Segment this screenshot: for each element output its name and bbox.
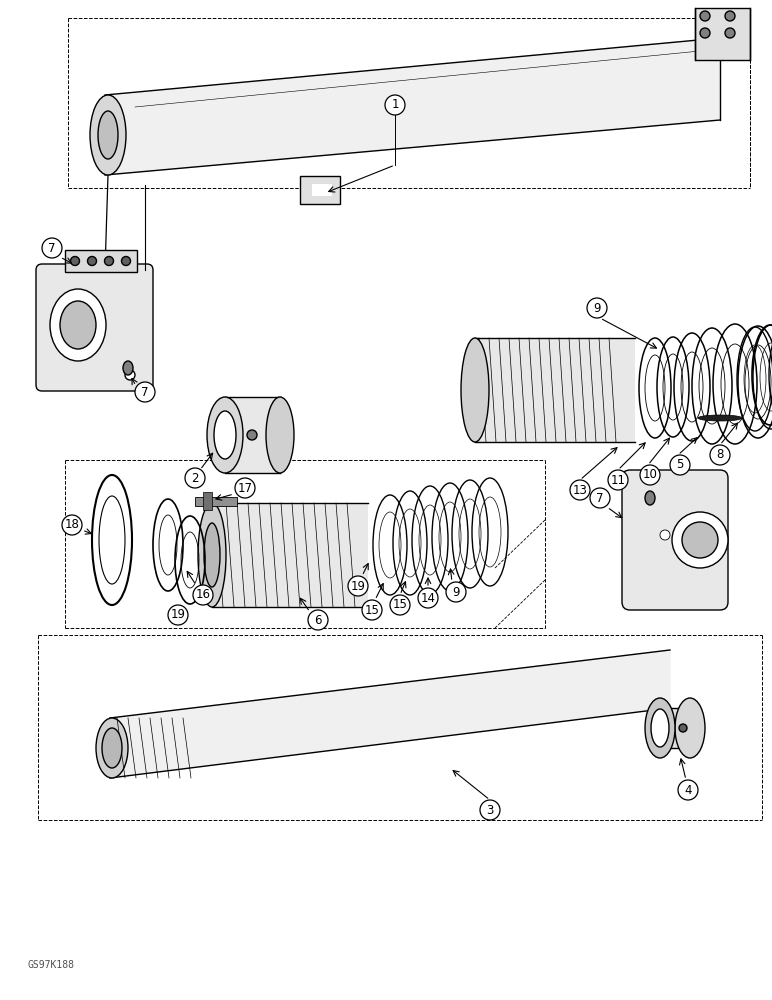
Text: GS97K188: GS97K188	[28, 960, 75, 970]
Ellipse shape	[87, 256, 96, 265]
Circle shape	[348, 576, 368, 596]
Text: 9: 9	[452, 585, 460, 598]
Ellipse shape	[247, 430, 257, 440]
Ellipse shape	[700, 11, 710, 21]
Ellipse shape	[96, 718, 128, 778]
Ellipse shape	[102, 728, 122, 768]
FancyBboxPatch shape	[300, 176, 340, 204]
FancyBboxPatch shape	[622, 470, 728, 610]
Circle shape	[362, 600, 382, 620]
Text: 1: 1	[391, 99, 399, 111]
Ellipse shape	[104, 256, 113, 265]
Ellipse shape	[660, 530, 670, 540]
Text: 3: 3	[486, 804, 493, 816]
FancyBboxPatch shape	[36, 264, 153, 391]
Text: 7: 7	[48, 241, 56, 254]
Polygon shape	[105, 38, 720, 175]
Text: 4: 4	[684, 784, 692, 796]
Ellipse shape	[98, 111, 118, 159]
Text: 15: 15	[393, 598, 408, 611]
Ellipse shape	[672, 512, 728, 568]
Circle shape	[235, 478, 255, 498]
Ellipse shape	[698, 415, 742, 421]
Circle shape	[640, 465, 660, 485]
Ellipse shape	[679, 724, 687, 732]
Text: 14: 14	[421, 591, 435, 604]
Ellipse shape	[214, 411, 236, 459]
Text: 8: 8	[716, 448, 723, 462]
Ellipse shape	[204, 523, 220, 587]
Circle shape	[678, 780, 698, 800]
Text: 10: 10	[642, 468, 658, 482]
Text: 5: 5	[676, 458, 684, 472]
Text: 6: 6	[314, 613, 322, 626]
Ellipse shape	[645, 491, 655, 505]
Ellipse shape	[675, 698, 705, 758]
Ellipse shape	[645, 698, 675, 758]
Text: 2: 2	[191, 472, 198, 485]
Ellipse shape	[125, 370, 135, 380]
Circle shape	[446, 582, 466, 602]
Circle shape	[62, 515, 82, 535]
Text: 16: 16	[195, 588, 211, 601]
Circle shape	[385, 95, 405, 115]
Bar	[312, 184, 332, 196]
Text: 13: 13	[573, 484, 587, 496]
Ellipse shape	[682, 522, 718, 558]
Text: 17: 17	[238, 482, 252, 494]
Ellipse shape	[651, 709, 669, 747]
Bar	[475, 338, 635, 442]
Text: 18: 18	[65, 518, 80, 532]
Circle shape	[480, 800, 500, 820]
Circle shape	[390, 595, 410, 615]
Ellipse shape	[90, 95, 126, 175]
Circle shape	[587, 298, 607, 318]
Ellipse shape	[198, 503, 226, 607]
Text: 19: 19	[171, 608, 185, 621]
Ellipse shape	[207, 397, 243, 473]
Circle shape	[670, 455, 690, 475]
Bar	[195, 497, 237, 506]
Text: 19: 19	[350, 580, 365, 592]
Circle shape	[608, 470, 628, 490]
Ellipse shape	[725, 28, 735, 38]
Circle shape	[570, 480, 590, 500]
Text: 15: 15	[364, 603, 379, 616]
Polygon shape	[110, 650, 670, 778]
Circle shape	[193, 585, 213, 605]
Circle shape	[418, 588, 438, 608]
Bar	[212, 503, 368, 607]
Ellipse shape	[123, 361, 133, 375]
Text: 9: 9	[593, 302, 601, 314]
Ellipse shape	[50, 289, 106, 361]
Circle shape	[185, 468, 205, 488]
Bar	[695, 8, 750, 60]
Circle shape	[135, 382, 155, 402]
Bar	[660, 708, 688, 748]
Ellipse shape	[121, 256, 130, 265]
Bar	[65, 250, 137, 272]
Ellipse shape	[700, 28, 710, 38]
Ellipse shape	[266, 397, 294, 473]
Bar	[203, 492, 212, 510]
Ellipse shape	[70, 256, 80, 265]
Circle shape	[710, 445, 730, 465]
Circle shape	[42, 238, 62, 258]
Circle shape	[168, 605, 188, 625]
Ellipse shape	[60, 301, 96, 349]
Ellipse shape	[725, 11, 735, 21]
Ellipse shape	[461, 338, 489, 442]
Text: 11: 11	[611, 474, 625, 487]
Text: 7: 7	[141, 385, 149, 398]
Bar	[225, 397, 280, 473]
Circle shape	[308, 610, 328, 630]
Circle shape	[590, 488, 610, 508]
Text: 7: 7	[596, 491, 604, 504]
